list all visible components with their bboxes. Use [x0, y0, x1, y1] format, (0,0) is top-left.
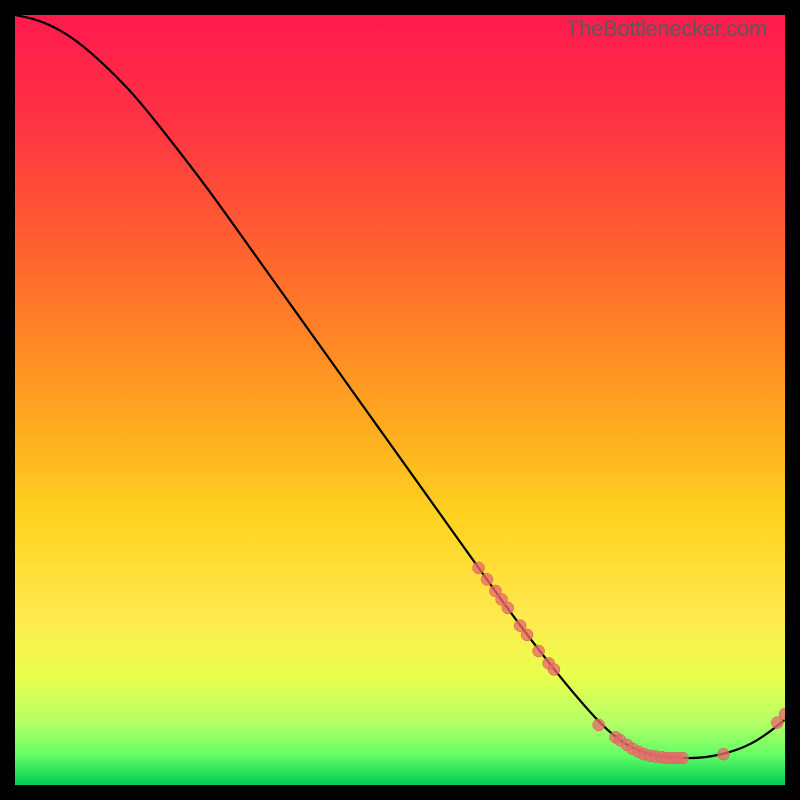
data-marker — [521, 629, 533, 641]
data-marker — [473, 562, 485, 574]
bottleneck-curve — [15, 15, 785, 758]
data-marker — [481, 573, 493, 585]
bottleneck-chart: TheBottlenecker.com — [15, 15, 785, 785]
data-marker — [717, 748, 729, 760]
data-marker — [548, 664, 560, 676]
data-markers-group — [473, 562, 785, 764]
data-marker — [593, 719, 605, 731]
data-marker — [533, 645, 545, 657]
chart-overlay-svg — [15, 15, 785, 785]
data-marker — [677, 752, 689, 764]
data-marker — [502, 602, 514, 614]
